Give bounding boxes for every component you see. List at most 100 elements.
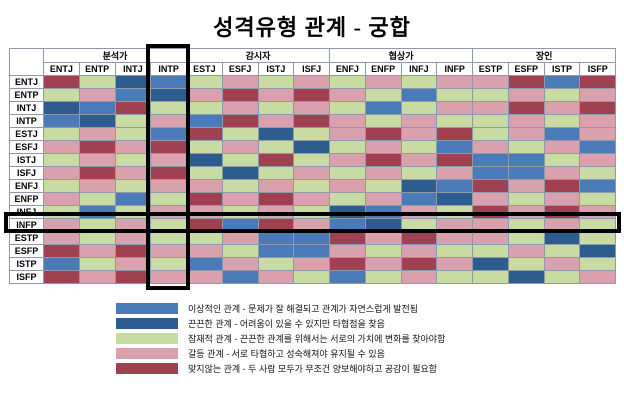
matrix-cell [293, 166, 331, 180]
matrix-cell [78, 205, 116, 219]
col-header-entp: ENTP [78, 62, 116, 76]
matrix-cell [507, 140, 545, 154]
matrix-cell [78, 218, 116, 232]
matrix-cell [150, 166, 188, 180]
col-header-estj: ESTJ [186, 62, 223, 76]
matrix-cell [472, 231, 509, 245]
matrix-cell [543, 192, 581, 206]
matrix-cell [364, 257, 402, 271]
matrix-cell [507, 192, 545, 206]
matrix-cell [436, 179, 474, 193]
matrix-cell [579, 166, 617, 180]
matrix-cell [400, 140, 438, 154]
matrix-cell [507, 88, 545, 102]
matrix-cell [43, 244, 80, 258]
matrix-cell [78, 114, 116, 128]
matrix-cell [579, 88, 617, 102]
matrix-cell [329, 127, 366, 141]
row-header-entp: ENTP [9, 88, 44, 102]
matrix-cell [186, 114, 223, 128]
legend-swatch [116, 318, 178, 329]
matrix-cell [257, 114, 295, 128]
matrix-cell [329, 101, 366, 115]
matrix-cell [43, 205, 80, 219]
matrix-cell [543, 270, 581, 284]
matrix-cell [472, 114, 509, 128]
matrix-cell [436, 101, 474, 115]
matrix-cell [364, 101, 402, 115]
col-header-istp: ISTP [543, 62, 581, 76]
matrix-cell [221, 127, 259, 141]
matrix-cell [221, 244, 259, 258]
matrix-cell [329, 166, 366, 180]
matrix-cell [472, 166, 509, 180]
row-header-intj: INTJ [9, 101, 44, 115]
matrix-cell [150, 101, 188, 115]
matrix-cell [543, 140, 581, 154]
matrix-cell [293, 231, 331, 245]
matrix-cell [150, 192, 188, 206]
matrix-cell [186, 218, 223, 232]
matrix-cell [114, 166, 152, 180]
matrix-cell [221, 231, 259, 245]
matrix-cell [400, 153, 438, 167]
matrix-cell [221, 114, 259, 128]
matrix-cell [150, 75, 188, 89]
matrix-cell [43, 218, 80, 232]
matrix-cell [150, 257, 188, 271]
row-header-intp: INTP [9, 114, 44, 128]
matrix-cell [400, 75, 438, 89]
matrix-cell [293, 75, 331, 89]
col-header-isfj: ISFJ [293, 62, 331, 76]
matrix-cell [472, 88, 509, 102]
matrix-cell [221, 192, 259, 206]
matrix-cell [543, 88, 581, 102]
matrix-cell [150, 244, 188, 258]
col-header-intj: INTJ [114, 62, 152, 76]
matrix-cell [436, 270, 474, 284]
matrix-cell [221, 179, 259, 193]
matrix-cell [329, 244, 366, 258]
matrix-cell [400, 166, 438, 180]
row-header-istj: ISTJ [9, 153, 44, 167]
legend-item-x: 맞지않는 관계 - 두 사람 모두가 무조건 양보해야하고 공감이 필요함 [116, 362, 508, 375]
matrix-cell [114, 88, 152, 102]
matrix-cell [293, 257, 331, 271]
matrix-cell [114, 114, 152, 128]
matrix-cell [43, 192, 80, 206]
matrix-cell [186, 75, 223, 89]
matrix-cell [257, 140, 295, 154]
matrix-cell [507, 270, 545, 284]
matrix-cell [543, 257, 581, 271]
matrix-cell [436, 205, 474, 219]
matrix-cell [436, 140, 474, 154]
matrix-cell [114, 257, 152, 271]
matrix-cell [472, 153, 509, 167]
matrix-cell [543, 75, 581, 89]
matrix-cell [543, 218, 581, 232]
matrix-cell [579, 192, 617, 206]
matrix-cell [43, 88, 80, 102]
col-header-infj: INFJ [400, 62, 438, 76]
matrix-corner [9, 48, 44, 76]
matrix-cell [329, 88, 366, 102]
matrix-cell [329, 114, 366, 128]
matrix-cell [579, 231, 617, 245]
matrix-cell [507, 257, 545, 271]
matrix-cell [579, 153, 617, 167]
col-header-istj: ISTJ [257, 62, 295, 76]
matrix-cell [364, 114, 402, 128]
matrix-cell [400, 218, 438, 232]
col-header-intp: INTP [150, 62, 188, 76]
matrix-cell [329, 270, 366, 284]
matrix-cell [43, 127, 80, 141]
matrix-cell [400, 257, 438, 271]
matrix-cell [436, 192, 474, 206]
matrix-cell [43, 140, 80, 154]
matrix-cell [221, 218, 259, 232]
compatibility-matrix: 분석가 감시자 협상가 장인 ENTJ ENTP INTJ INTP ESTJ ESFJ ISTJ I… [4, 44, 621, 290]
matrix-cell [257, 127, 295, 141]
matrix-cell [150, 205, 188, 219]
matrix-table: 분석가 감시자 협상가 장인 ENTJ ENTP INTJ INTP ESTJ ESFJ ISTJ I… [9, 48, 617, 284]
matrix-cell [43, 179, 80, 193]
